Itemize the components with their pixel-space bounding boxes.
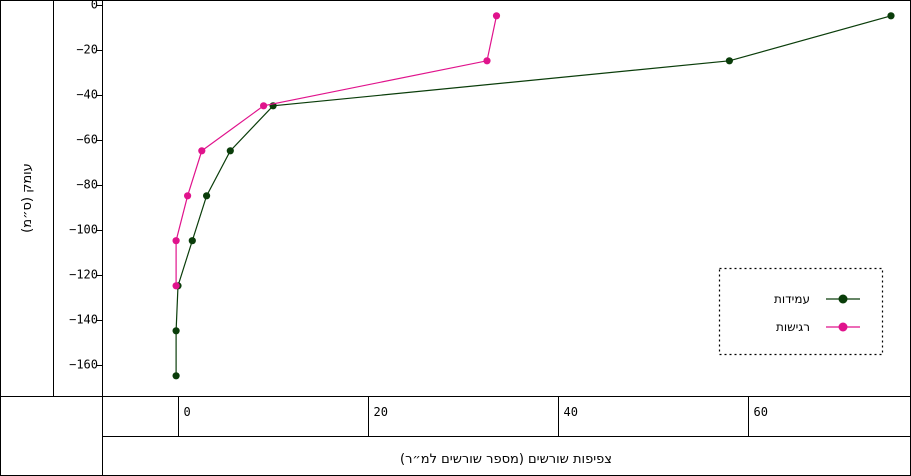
- series-0-point: [887, 12, 895, 20]
- y-tick-label: −80: [76, 178, 98, 192]
- y-tick-label: −140: [69, 313, 98, 327]
- series-0-point: [188, 237, 196, 245]
- series-1-point: [172, 237, 180, 245]
- series-1-point: [198, 147, 206, 155]
- x-tick-label: 20: [374, 405, 388, 419]
- y-tick-label: −20: [76, 43, 98, 57]
- x-tick-label: 40: [564, 405, 578, 419]
- y-tick-label: −120: [69, 268, 98, 282]
- x-tick-label: 60: [754, 405, 768, 419]
- series-line-1: [175, 15, 498, 286]
- y-axis-title: עומק (ס״מ): [20, 163, 35, 233]
- series-1-point: [172, 282, 180, 290]
- series-0-point: [172, 372, 180, 380]
- y-tick-label: −160: [69, 358, 98, 372]
- x-axis-title: צפיפות שורשים (מספר שורשים למ״ר): [400, 452, 612, 467]
- legend-box: [718, 267, 884, 356]
- series-0-point: [203, 192, 211, 200]
- legend: עמידות רגישות: [718, 267, 884, 356]
- x-ticks: 0 20 40 60: [178, 396, 768, 436]
- series-1-point: [184, 192, 192, 200]
- series-0-point: [172, 327, 180, 335]
- series-layer: [172, 12, 895, 380]
- x-tick-label: 0: [184, 405, 191, 419]
- series-1-point: [483, 57, 491, 65]
- legend-marker-dot-0: [838, 294, 848, 304]
- series-1-point: [492, 12, 501, 20]
- series-1-point: [260, 102, 268, 110]
- y-tick-label: −40: [76, 88, 98, 102]
- legend-marker-dot-1: [838, 322, 848, 332]
- series-0-point: [725, 57, 734, 65]
- legend-label-1: רגישות: [776, 320, 810, 334]
- y-tick-label: 0: [91, 0, 98, 12]
- y-tick-label: −60: [76, 133, 98, 147]
- y-tick-label: −100: [69, 223, 98, 237]
- y-ticks: 0 −20 −40 −60 −80 −100 −120 −140 −160: [69, 0, 102, 372]
- series-0-point: [226, 147, 234, 155]
- legend-label-0: עמידות: [774, 292, 810, 306]
